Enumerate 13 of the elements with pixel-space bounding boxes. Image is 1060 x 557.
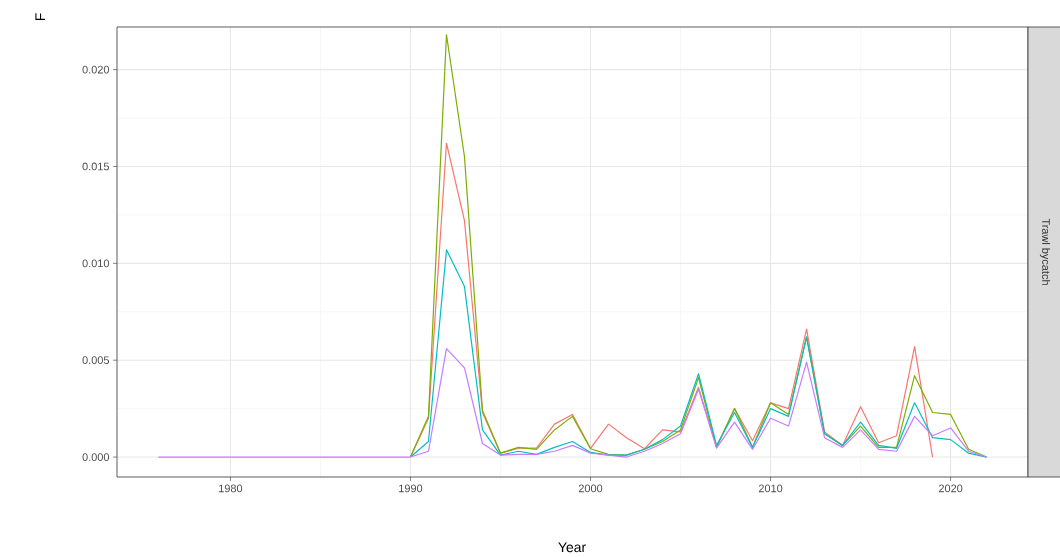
y-tick-label: 0.015 [82, 162, 110, 171]
y-tick-label: 0.000 [82, 453, 110, 461]
x-axis-title: Year [558, 542, 586, 553]
y-tick-label: 0.005 [82, 356, 110, 365]
x-tick-label: 1980 [219, 484, 243, 493]
y-tick-label: 0.020 [82, 65, 110, 74]
y-axis-title: F [35, 13, 45, 21]
x-tick-label: 2000 [578, 484, 603, 493]
x-tick-label: 1990 [399, 484, 423, 493]
x-tick-label: 2020 [938, 484, 963, 493]
text: Trawl bycatch [1039, 218, 1051, 285]
y-tick-label: 0.010 [82, 259, 110, 268]
x-tick-label: 2010 [758, 484, 783, 493]
